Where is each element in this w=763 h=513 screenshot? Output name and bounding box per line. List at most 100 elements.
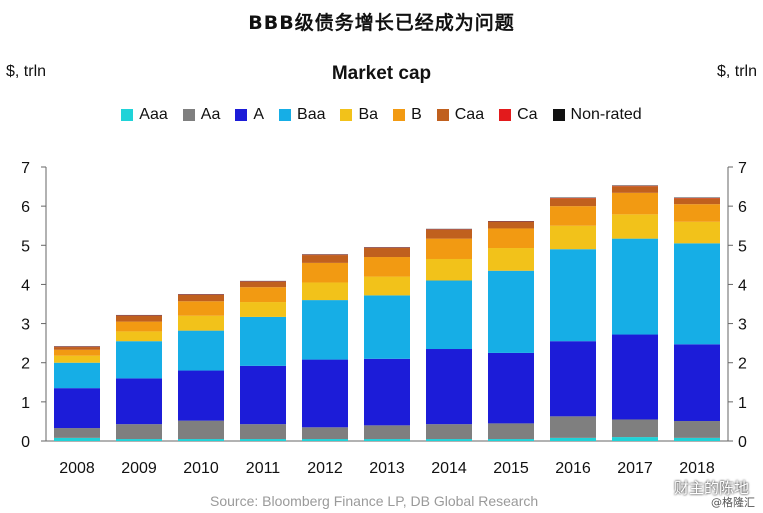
x-tick-label: 2013	[369, 460, 405, 477]
x-tick-label: 2017	[617, 460, 653, 477]
bar-segment-a	[54, 388, 100, 429]
legend-label: Ba	[358, 106, 379, 123]
legend-label: Caa	[454, 106, 485, 123]
legend-swatch	[340, 109, 353, 121]
bar-segment-ba	[302, 282, 348, 301]
legend-label: A	[253, 106, 265, 123]
bar-segment-baa	[54, 362, 100, 389]
bar-segment-a	[488, 352, 534, 424]
legend-label: Baa	[297, 106, 326, 123]
bar-segment-b	[612, 192, 658, 215]
bar-segment-b	[302, 262, 348, 283]
bar-segment-baa	[612, 238, 658, 335]
y-tick-label-left: 4	[21, 277, 30, 294]
legend-swatch	[182, 109, 195, 121]
y-tick-label-right: 6	[738, 199, 747, 216]
bar-segment-aaa	[302, 439, 348, 441]
legend-swatch	[436, 109, 449, 121]
bar-segment-baa	[674, 243, 720, 345]
bar-segment-b	[54, 349, 100, 356]
bar-segment-b	[178, 301, 224, 316]
x-tick-label: 2009	[121, 460, 157, 477]
legend-item: Caa	[436, 106, 485, 124]
bar-segment-ba	[674, 221, 720, 244]
bar-segment-ba	[178, 315, 224, 331]
bar-segment-b	[240, 287, 286, 303]
legend-item: Aa	[182, 106, 221, 124]
bar-segment-aaa	[240, 439, 286, 441]
x-tick-label: 2011	[246, 460, 281, 477]
bar-segment-aa	[488, 423, 534, 440]
bar-segment-caa	[178, 294, 224, 302]
bar-segment-ba	[488, 248, 534, 271]
bar-segment-caa	[488, 221, 534, 229]
legend-label: Ca	[517, 106, 538, 123]
y-tick-label-left: 2	[21, 356, 30, 373]
bar-segment-b	[488, 228, 534, 249]
bar-segment-baa	[426, 280, 472, 350]
bar-segment-caa	[674, 198, 720, 205]
bar-segment-aaa	[116, 439, 162, 441]
x-tick-label: 2018	[679, 460, 715, 477]
bar-segment-aa	[674, 421, 720, 438]
bar-segment-aa	[178, 420, 224, 440]
source-note: Source: Bloomberg Finance LP, DB Global …	[210, 493, 539, 509]
bar-segment-aa	[426, 424, 472, 440]
bar-segment-baa	[116, 341, 162, 379]
watermark: 财主的陈地	[673, 479, 749, 497]
legend-item: Ba	[340, 106, 378, 124]
bar-segment-aaa	[178, 439, 224, 441]
y-tick-label-right: 5	[738, 238, 747, 255]
bar-segment-caa	[302, 255, 348, 263]
bar-segment-aa	[550, 416, 596, 438]
bar-segment-a	[240, 365, 286, 425]
y-tick-label-right: 4	[738, 277, 747, 294]
bar-segment-b	[426, 238, 472, 259]
bar-segment-aaa	[488, 439, 534, 441]
legend-label: Non-rated	[570, 106, 642, 123]
bar-segment-baa	[550, 249, 596, 342]
chart-legend: Aaa Aa A Baa Ba B Caa Ca Non-rated	[0, 106, 763, 124]
y-tick-label-right: 1	[738, 395, 747, 412]
bar-segment-baa	[364, 295, 410, 359]
bar-segment-ba	[54, 355, 100, 363]
bar-segment-caa	[426, 229, 472, 239]
bar-segment-ba	[426, 258, 472, 281]
legend-swatch	[552, 109, 565, 121]
bar-segment-caa	[116, 315, 162, 322]
legend-label: Aa	[200, 106, 221, 123]
bar-segment-aa	[612, 419, 658, 438]
y-tick-label-right: 7	[738, 160, 747, 177]
bar-segment-caa	[240, 281, 286, 288]
bar-segment-caa	[550, 198, 596, 207]
right-axis-unit: $, trln	[716, 63, 757, 80]
bar-segment-baa	[178, 330, 224, 371]
x-tick-label: 2010	[183, 460, 219, 477]
legend-item: A	[235, 106, 264, 124]
bar-segment-a	[116, 378, 162, 425]
legend-item: Baa	[279, 106, 325, 124]
legend-swatch	[121, 109, 134, 121]
bar-segment-b	[550, 206, 596, 226]
bar-segment-a	[674, 344, 720, 422]
legend-item: B	[393, 106, 422, 124]
legend-swatch	[499, 109, 512, 121]
legend-item: Ca	[499, 106, 538, 124]
y-tick-label-left: 1	[21, 395, 30, 412]
bar-segment-a	[612, 334, 658, 420]
bar-segment-aa	[54, 428, 100, 438]
bar-segment-aaa	[364, 439, 410, 441]
legend-swatch	[279, 109, 292, 121]
bar-segment-ba	[364, 276, 410, 296]
legend-item: Non-rated	[552, 106, 642, 124]
bar-segment-aaa	[54, 437, 100, 441]
bar-segment-ba	[240, 302, 286, 317]
y-tick-label-left: 6	[21, 199, 30, 216]
bar-segment-b	[364, 257, 410, 277]
legend-label: Aaa	[139, 106, 168, 123]
bar-segment-ba	[550, 225, 596, 250]
bar-segment-a	[550, 341, 596, 417]
y-tick-label-left: 5	[21, 238, 30, 255]
legend-swatch	[235, 109, 248, 121]
y-tick-label-left: 7	[21, 160, 30, 177]
